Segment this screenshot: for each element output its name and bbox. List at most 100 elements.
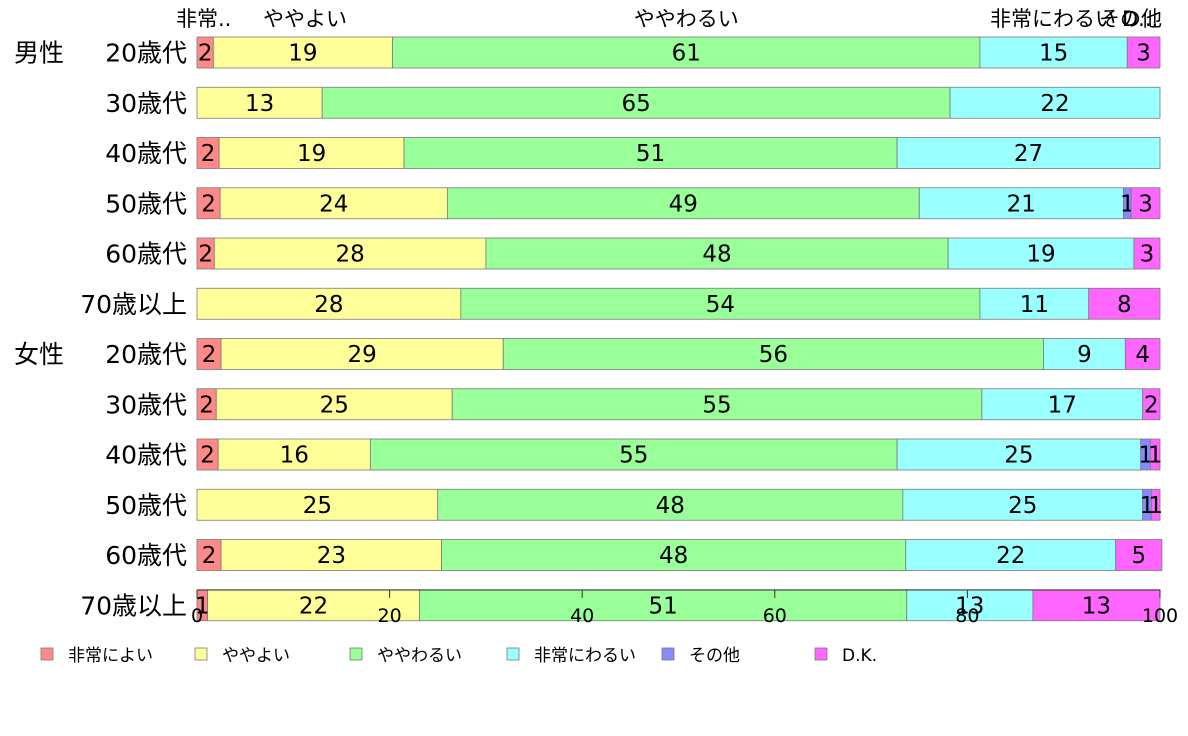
bar-segment-8-2 (369, 438, 898, 471)
data-label-0-5: 3 (1136, 41, 1151, 67)
data-label-11-1: 22 (299, 593, 328, 619)
bar-segment-4-1 (213, 237, 487, 270)
data-label-5-1: 28 (314, 292, 343, 318)
bar-segment-5-2 (460, 287, 981, 320)
legend-swatch-5 (814, 647, 828, 661)
data-label-9-1: 25 (303, 493, 332, 519)
data-label-5-3: 11 (1020, 292, 1049, 318)
data-label-8-3: 25 (1004, 443, 1033, 469)
bar-segment-6-1 (220, 338, 504, 370)
bar-segment-6-0 (196, 338, 222, 370)
legend-label-4: その他 (689, 646, 740, 666)
data-label-10-2: 48 (659, 543, 688, 569)
data-label-7-1: 25 (320, 392, 349, 418)
data-label-3-3: 21 (1007, 191, 1036, 217)
bar-segment-10-5 (1115, 539, 1163, 571)
category-label-0: 20歳代 (105, 39, 187, 68)
legend-label-3: 非常にわるい (534, 646, 636, 666)
data-label-4-0: 2 (198, 242, 213, 268)
bar-segment-2-3 (896, 137, 1161, 169)
legend-swatch-1 (194, 647, 208, 661)
data-label-4-2: 48 (702, 242, 731, 268)
bar-segment-6-5 (1124, 338, 1161, 370)
data-label-10-5: 5 (1131, 543, 1146, 569)
data-label-3-5: 3 (1138, 191, 1153, 217)
bar-segment-11-1 (207, 589, 420, 622)
category-label-1: 30歳代 (105, 89, 187, 118)
data-label-2-3: 27 (1014, 141, 1043, 167)
bar-segment-10-2 (441, 539, 907, 571)
bar-segment-8-5 (1149, 438, 1161, 471)
data-label-8-0: 2 (200, 443, 215, 469)
top-series-label-5: D... (1122, 7, 1158, 31)
data-label-9-5: 1 (1148, 493, 1163, 519)
bar-segment-0-2 (392, 36, 981, 69)
data-label-0-2: 61 (672, 41, 701, 67)
bar-segment-10-1 (220, 539, 443, 571)
data-label-8-4: 1 (1138, 443, 1153, 469)
top-series-label-4: その他 (1099, 7, 1162, 31)
x-tick-label-2: 40 (570, 605, 594, 627)
legend-label-2: ややわるい (377, 646, 462, 666)
bar-segment-5-1 (196, 287, 462, 320)
group-label-0: 男性 (14, 39, 64, 68)
data-label-10-0: 2 (202, 543, 217, 569)
data-label-3-0: 2 (201, 191, 216, 217)
bar-segment-6-2 (502, 338, 1044, 370)
bar-segment-0-3 (979, 36, 1128, 69)
category-label-6: 20歳代 (105, 340, 187, 369)
data-label-8-5: 1 (1148, 443, 1163, 469)
data-label-6-0: 2 (202, 342, 217, 368)
x-tick-label-3: 60 (763, 605, 787, 627)
data-label-5-2: 54 (706, 292, 735, 318)
category-label-9: 50歳代 (105, 491, 187, 520)
data-label-5-5: 8 (1117, 292, 1132, 318)
data-label-11-3: 13 (955, 593, 984, 619)
bar-segment-10-0 (196, 539, 222, 571)
bar-segment-7-1 (215, 388, 453, 421)
bar-segment-9-1 (196, 488, 439, 521)
data-label-1-3: 22 (1040, 91, 1069, 117)
bar-segment-7-5 (1142, 388, 1161, 421)
bar-segment-11-2 (419, 589, 908, 622)
data-label-11-2: 51 (648, 593, 677, 619)
data-label-2-1: 19 (297, 141, 326, 167)
data-label-9-4: 1 (1140, 493, 1155, 519)
bar-segment-8-3 (896, 438, 1142, 471)
data-label-8-1: 16 (280, 443, 309, 469)
category-label-4: 60歳代 (105, 240, 187, 269)
bar-segment-4-2 (485, 237, 949, 270)
data-label-0-0: 2 (198, 41, 213, 67)
group-label-1: 女性 (14, 340, 64, 369)
data-label-6-3: 9 (1077, 342, 1092, 368)
data-label-7-2: 55 (702, 392, 731, 418)
data-label-7-5: 2 (1144, 392, 1159, 418)
data-label-2-0: 2 (201, 141, 216, 167)
bar-segment-0-1 (212, 36, 393, 69)
bar-segment-1-3 (949, 86, 1161, 119)
data-label-9-2: 48 (656, 493, 685, 519)
bar-segment-3-1 (219, 187, 448, 220)
data-label-1-2: 65 (621, 91, 650, 117)
category-label-8: 40歳代 (105, 441, 187, 470)
bar-segment-4-5 (1133, 237, 1161, 270)
bar-segment-2-2 (403, 137, 898, 169)
top-series-label-1: ややよい (263, 7, 347, 31)
data-label-4-1: 28 (335, 242, 364, 268)
bar-segment-4-3 (947, 237, 1135, 270)
bar-segment-10-3 (905, 539, 1117, 571)
legend-swatch-2 (349, 647, 363, 661)
data-label-10-3: 22 (996, 543, 1025, 569)
category-label-5: 70歳以上 (80, 290, 187, 319)
category-label-10: 60歳代 (105, 541, 187, 570)
legend-label-1: ややよい (222, 646, 290, 666)
legend-label-0: 非常によい (68, 646, 153, 666)
bar-segment-9-3 (902, 488, 1144, 521)
data-label-0-1: 19 (288, 41, 317, 67)
bar-segment-7-2 (451, 388, 983, 421)
bar-segment-5-5 (1088, 287, 1161, 320)
data-label-3-1: 24 (319, 191, 348, 217)
bar-segment-3-3 (918, 187, 1124, 220)
data-label-4-5: 3 (1140, 242, 1155, 268)
